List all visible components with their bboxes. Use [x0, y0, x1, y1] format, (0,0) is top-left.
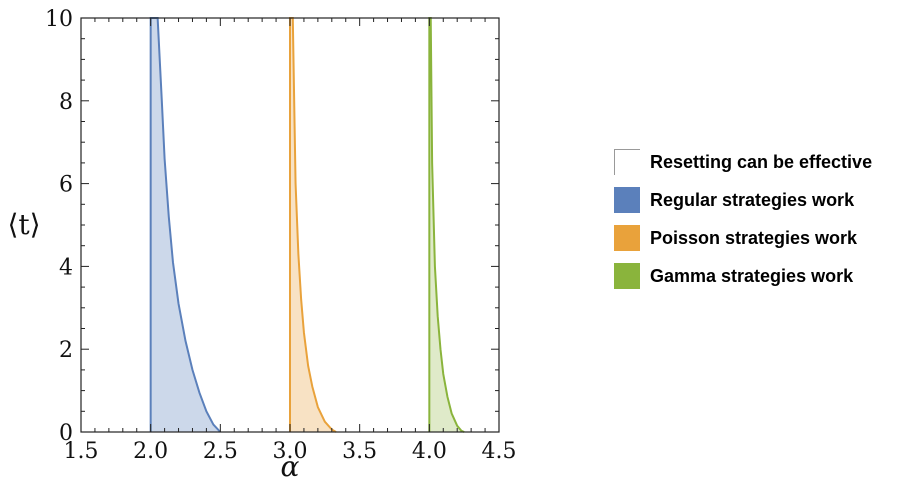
x-tick-label: 3.0 — [273, 439, 308, 464]
legend-item-resetting: Resetting can be effective — [614, 147, 872, 177]
y-tick-label: 6 — [59, 173, 73, 198]
y-tick-label: 2 — [59, 338, 73, 363]
x-tick-label: 1.5 — [64, 439, 99, 464]
legend-label-poisson: Poisson strategies work — [650, 227, 858, 248]
legend: Resetting can be effective Regular strat… — [614, 147, 872, 299]
legend-swatch-regular — [614, 187, 640, 213]
x-tick-label: 2.0 — [133, 439, 168, 464]
y-axis-title: ⟨t⟩ — [7, 208, 40, 241]
y-tick-label: 8 — [59, 90, 73, 115]
chart-areas — [149, 17, 465, 433]
y-tick-label: 0 — [59, 421, 73, 446]
x-tick-label: 3.5 — [342, 439, 377, 464]
legend-label-resetting: Resetting can be effective — [650, 151, 873, 172]
legend-swatch-gamma — [614, 263, 640, 289]
legend-label-gamma: Gamma strategies work — [650, 265, 854, 286]
x-tick-label: 4.0 — [412, 439, 447, 464]
y-tick-label: 10 — [45, 7, 73, 32]
x-tick-label: 2.5 — [203, 439, 238, 464]
y-tick-label: 4 — [59, 255, 73, 280]
x-tick-label: 4.5 — [482, 439, 517, 464]
legend-swatch-resetting — [614, 149, 640, 175]
series-area-1 — [150, 18, 221, 432]
x-axis-title: α — [281, 450, 300, 483]
series-line-1 — [149, 17, 222, 433]
legend-item-poisson: Poisson strategies work — [614, 223, 872, 253]
legend-swatch-poisson — [614, 225, 640, 251]
series-area-2 — [290, 18, 336, 432]
legend-item-regular: Regular strategies work — [614, 185, 872, 215]
axis-ticks: 1.5 2.0 2.5 3.0 3.5 4.0 4.5 0 2 4 6 8 10 — [45, 7, 517, 464]
legend-label-regular: Regular strategies work — [650, 189, 855, 210]
legend-item-gamma: Gamma strategies work — [614, 261, 872, 291]
